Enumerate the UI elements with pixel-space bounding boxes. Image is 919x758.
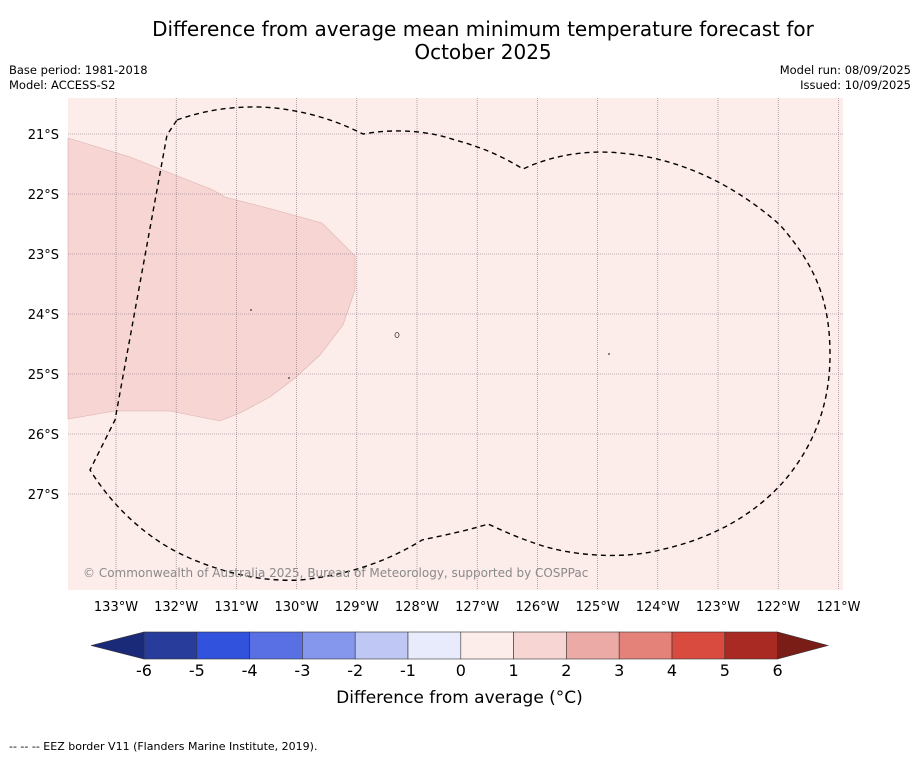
lat-label: 26°S [28,428,59,443]
meta-left: Base period: 1981-2018 Model: ACCESS-S2 [9,63,148,93]
colorbar-tick-label: 2 [561,661,571,680]
colorbar-segment [354,631,409,660]
lat-label: 25°S [28,368,59,383]
colorbar-segment [566,631,620,660]
lat-label: 23°S [28,248,59,263]
colorbar-tick-label: -3 [294,661,310,680]
title-line-1: Difference from average mean minimum tem… [152,17,814,41]
lon-label: 121°W [816,600,860,615]
model-run: Model run: 08/09/2025 [779,63,911,77]
colorbar-tick-label: -2 [347,661,363,680]
longitude-labels: 133°W 132°W 131°W 130°W 129°W 128°W 127°W 126°W… [94,600,861,615]
lon-label: 132°W [154,600,198,615]
lon-label: 124°W [636,600,680,615]
colorbar-segment [143,631,198,660]
lon-label: 127°W [455,600,499,615]
anomaly-region [67,137,356,422]
colorbar-tick-label: -5 [189,661,205,680]
colorbar-extend-low [90,631,145,660]
model-name: Model: ACCESS-S2 [9,78,116,92]
base-period: Base period: 1981-2018 [9,63,148,77]
colorbar-tick-label: 6 [773,661,783,680]
island-markers [250,309,610,379]
lon-label: 131°W [214,600,258,615]
lon-label: 130°W [275,600,319,615]
copyright-text: © Commonwealth of Australia 2025, Bureau… [83,566,588,580]
colorbar-tick-label: -4 [242,661,258,680]
colorbar: -6 -5 -4 -3 -2 -1 0 1 2 3 4 5 6 [90,631,830,680]
colorbar-tick-label: -6 [136,661,152,680]
colorbar-segment [460,631,514,660]
colorbar-tick-label: 1 [509,661,519,680]
lon-label: 126°W [515,600,559,615]
lat-label: 27°S [28,488,59,503]
colorbar-segment [407,631,462,660]
lon-label: 129°W [335,600,379,615]
lon-label: 123°W [696,600,740,615]
footnote: -- -- -- EEZ border V11 (Flanders Marine… [9,740,318,753]
issued-date: Issued: 10/09/2025 [800,78,911,92]
colorbar-extend-high [777,631,830,660]
colorbar-segment [618,631,673,660]
lon-label: 133°W [94,600,138,615]
colorbar-tick-label: 5 [720,661,730,680]
colorbar-segment [513,631,567,660]
colorbar-segment [249,631,303,660]
meta-right: Model run: 08/09/2025 Issued: 10/09/2025 [780,63,911,93]
colorbar-segment [724,631,778,660]
longitude-gridlines [115,98,839,590]
colorbar-segment [302,631,356,660]
colorbar-tick-label: 4 [667,661,677,680]
chart-title: Difference from average mean minimum tem… [0,18,919,64]
lon-label: 125°W [576,600,620,615]
title-line-2: October 2025 [414,40,552,64]
lon-label: 122°W [756,600,800,615]
lat-label: 24°S [28,308,59,323]
colorbar-tick-label: 0 [456,661,466,680]
lat-label: 21°S [28,128,59,143]
colorbar-label: Difference from average (°C) [336,688,583,708]
colorbar-segment [196,631,250,660]
lat-label: 22°S [28,188,59,203]
colorbar-tick-label: 3 [614,661,624,680]
eez-border-line [89,106,831,581]
colorbar-segment [671,631,726,660]
latitude-labels: 21°S 22°S 23°S 24°S 25°S 26°S 27°S [28,128,59,503]
colorbar-tick-label: -1 [400,661,416,680]
lon-label: 128°W [395,600,439,615]
